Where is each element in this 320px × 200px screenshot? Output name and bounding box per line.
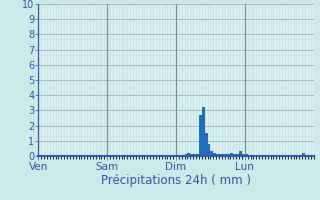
Bar	[239, 151, 242, 156]
X-axis label: Précipitations 24h ( mm ): Précipitations 24h ( mm )	[101, 174, 251, 187]
Bar	[211, 151, 213, 156]
Bar	[196, 154, 199, 156]
Bar	[202, 107, 205, 156]
Bar	[219, 154, 222, 156]
Bar	[302, 153, 305, 156]
Bar	[193, 154, 196, 156]
Bar	[233, 154, 236, 156]
Bar	[213, 153, 216, 156]
Bar	[188, 153, 190, 156]
Bar	[245, 154, 248, 156]
Bar	[225, 154, 228, 156]
Bar	[208, 144, 211, 156]
Bar	[228, 154, 230, 156]
Bar	[190, 154, 193, 156]
Bar	[205, 133, 208, 156]
Bar	[242, 154, 245, 156]
Bar	[230, 153, 233, 156]
Bar	[222, 154, 225, 156]
Bar	[199, 115, 202, 156]
Bar	[185, 154, 188, 156]
Bar	[236, 154, 239, 156]
Bar	[216, 154, 219, 156]
